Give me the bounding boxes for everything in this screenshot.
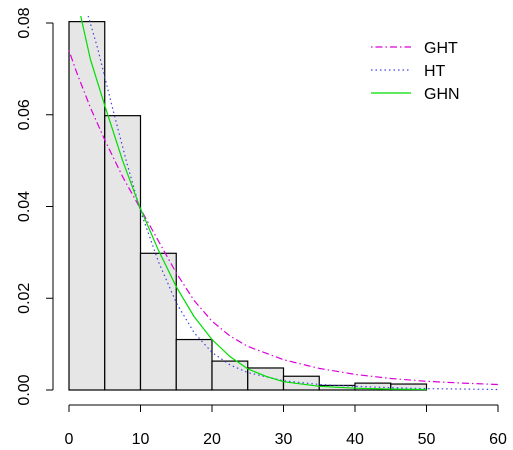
series-line-ghn bbox=[80, 16, 427, 391]
histogram-bar bbox=[175, 338, 213, 391]
legend: GHT HT GHN bbox=[371, 40, 460, 103]
x-tick-label: 10 bbox=[132, 431, 150, 448]
density-curves bbox=[68, 16, 499, 391]
y-tick-label: 0.02 bbox=[16, 283, 33, 314]
x-tick-label: 20 bbox=[203, 431, 221, 448]
histogram-bars bbox=[68, 21, 428, 391]
legend-label-ghn: GHN bbox=[424, 86, 460, 103]
histogram-bar bbox=[390, 383, 428, 391]
x-axis: 0 10 20 30 40 50 60 bbox=[65, 404, 507, 448]
y-tick-label: 0.04 bbox=[16, 191, 33, 222]
x-tick-label: 40 bbox=[346, 431, 364, 448]
histogram-bar bbox=[211, 360, 249, 391]
legend-label-ght: GHT bbox=[424, 40, 458, 57]
histogram-bar bbox=[282, 375, 320, 391]
x-tick-label: 0 bbox=[65, 431, 74, 448]
y-tick-label: 0.06 bbox=[16, 99, 33, 130]
legend-label-ht: HT bbox=[424, 63, 446, 80]
histogram-bar bbox=[68, 21, 106, 391]
series-line-ht bbox=[87, 16, 499, 391]
y-axis: 0.00 0.02 0.04 0.06 0.08 bbox=[16, 7, 54, 406]
x-tick-label: 60 bbox=[489, 431, 507, 448]
histogram-bar bbox=[139, 252, 177, 391]
x-tick-label: 50 bbox=[418, 431, 436, 448]
series-line-ght bbox=[68, 50, 499, 386]
y-tick-label: 0.08 bbox=[16, 7, 33, 38]
y-tick-label: 0.00 bbox=[16, 374, 33, 405]
histogram-bar bbox=[104, 115, 142, 391]
x-tick-label: 30 bbox=[275, 431, 293, 448]
